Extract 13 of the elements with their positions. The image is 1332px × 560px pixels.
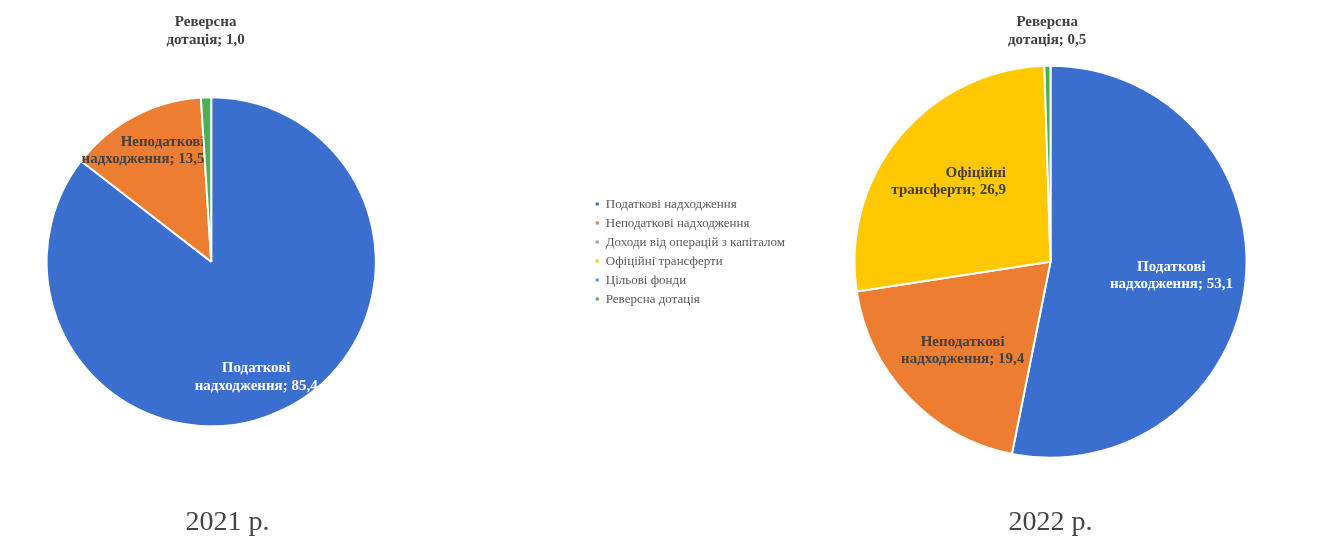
legend-label: Цільові фонди <box>605 271 687 288</box>
slice-label: Реверсна дотація; 0,5 <box>1007 13 1087 47</box>
legend-label: Неподаткові надходження <box>605 214 750 231</box>
text: 2022 р. <box>1008 504 1093 536</box>
legend-label: Реверсна дотація <box>605 290 700 307</box>
legend-label: Доходи від операцій з капіталом <box>605 233 785 250</box>
slice-label: Неподаткові надходження; 19,4 <box>901 332 1025 367</box>
slice-label: Податкові надходження; 53,1 <box>1109 257 1233 292</box>
text: 2021 р. <box>185 504 270 536</box>
legend-label: Офіційні трансферти <box>605 252 723 269</box>
slice-label: Офіційні трансферти; 26,9 <box>891 163 1007 198</box>
category-label: Реверсна дотація; 1,0 <box>166 13 245 48</box>
legend-label: Податкові надходження <box>605 195 737 212</box>
